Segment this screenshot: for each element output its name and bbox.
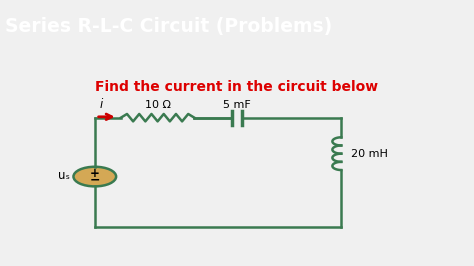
Circle shape <box>73 167 116 186</box>
Text: uₛ: uₛ <box>58 169 70 182</box>
Text: 10 Ω: 10 Ω <box>145 100 171 110</box>
Text: i: i <box>100 98 103 111</box>
Text: 20 mH: 20 mH <box>351 149 388 159</box>
Text: −: − <box>90 173 100 186</box>
Text: +: + <box>90 167 100 180</box>
Text: Series R-L-C Circuit (Problems): Series R-L-C Circuit (Problems) <box>5 17 332 36</box>
Text: Find the current in the circuit below: Find the current in the circuit below <box>95 80 379 94</box>
Text: 5 mF: 5 mF <box>223 100 251 110</box>
